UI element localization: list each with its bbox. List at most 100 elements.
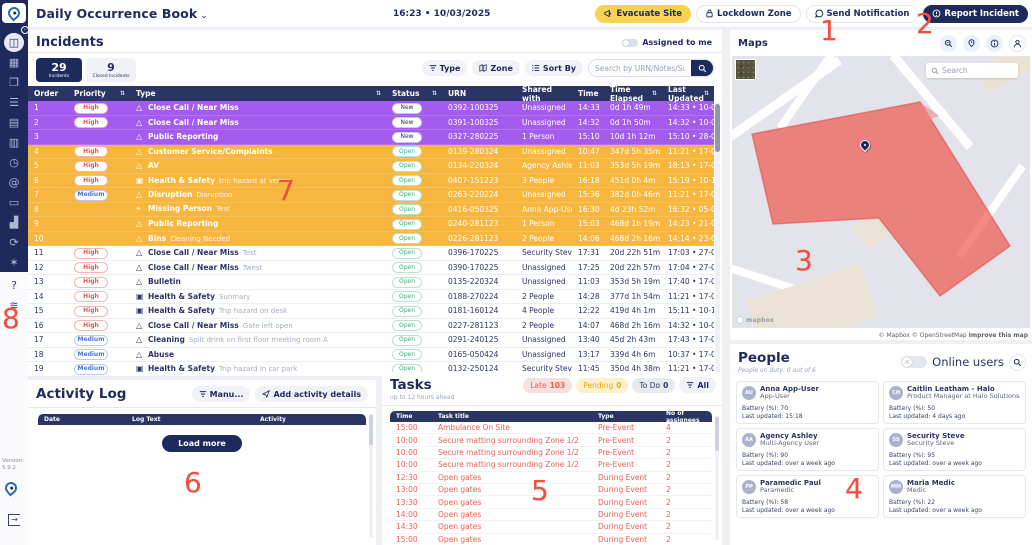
- clock-icon[interactable]: ◷: [9, 156, 19, 169]
- sort-icon[interactable]: ⇅: [375, 90, 381, 97]
- filter-zone-button[interactable]: Zone: [472, 60, 520, 76]
- activity-filter-button[interactable]: Manu...: [191, 386, 251, 402]
- report-incident-button[interactable]: Report Incident: [923, 4, 1028, 23]
- star-person-icon[interactable]: ✶: [9, 256, 19, 269]
- sort-icon[interactable]: ⇅: [119, 90, 125, 97]
- person-card[interactable]: AU Anna App-User App-User Battery (%): 7…: [736, 381, 879, 424]
- sort-by-button[interactable]: Sort By: [524, 60, 583, 76]
- incident-row[interactable]: 4 High △ Customer Service/Complaints Open…: [28, 144, 714, 159]
- tab-closed-incidents[interactable]: 9 Closed Incidents: [86, 58, 136, 82]
- incident-row[interactable]: 10 △ Bins Cleaning Needed Open 0226-281123…: [28, 231, 714, 246]
- mention-icon[interactable]: @: [8, 176, 20, 189]
- zone-polygon[interactable]: [732, 56, 1030, 328]
- col-time[interactable]: Time: [578, 89, 599, 98]
- col-type[interactable]: Type ⇅: [136, 89, 381, 98]
- evacuate-site-button[interactable]: Evacuate Site: [595, 4, 691, 23]
- col-time-elapsed[interactable]: Time Elapsed ⇅: [610, 84, 657, 103]
- sort-icon[interactable]: ⇅: [431, 90, 437, 97]
- person-card[interactable]: MM Maria Medic Medic Battery (%): 22 Las…: [883, 475, 1026, 518]
- incidents-scrollbar[interactable]: [715, 102, 720, 398]
- incident-row[interactable]: 7 Medium △ Disruption Disruption Open 0263…: [28, 188, 714, 203]
- pending-badge[interactable]: Pending 0: [576, 377, 629, 393]
- bar-chart-icon[interactable]: ▟: [9, 216, 19, 229]
- col-urn[interactable]: URN: [448, 89, 467, 98]
- mapbox-logo[interactable]: mapbox: [736, 316, 774, 324]
- sort-icon[interactable]: ⇅: [703, 90, 709, 97]
- task-row[interactable]: 13:30 Open gates During Event 2: [390, 496, 712, 509]
- lockdown-zone-button[interactable]: Lockdown Zone: [695, 4, 801, 23]
- col-priority[interactable]: Priority ⇅: [74, 89, 125, 98]
- task-row[interactable]: 12:30 Open gates During Event 2: [390, 472, 712, 484]
- incident-row[interactable]: 3 △ Public Reporting New 0327-280225 1 Pe…: [28, 130, 714, 145]
- activity-scrollbar[interactable]: [369, 414, 373, 538]
- id-card-icon[interactable]: ▭: [8, 196, 20, 209]
- improve-map-link[interactable]: Improve this map: [968, 332, 1028, 339]
- map-info-button[interactable]: [986, 34, 1003, 52]
- col-last-updated[interactable]: Last Updated ⇅: [668, 84, 709, 103]
- incident-row[interactable]: 12 High △ Close Call / Near Miss Twest Ope…: [28, 260, 714, 275]
- calendar-icon[interactable]: ▦: [8, 56, 20, 69]
- task-row[interactable]: 15:00 Open gates During Event 2: [390, 534, 712, 545]
- incidents-search-input[interactable]: [589, 60, 691, 76]
- satellite-preview[interactable]: [735, 59, 756, 80]
- incident-row[interactable]: 13 High △ Bulletin Open 0135-220324 Unass…: [28, 275, 714, 290]
- incident-row[interactable]: 1 High △ Close Call / Near Miss New 0392-…: [28, 101, 714, 116]
- incident-row[interactable]: 16 High △ Close Call / Near Miss Gate left…: [28, 318, 714, 333]
- person-card[interactable]: PP Paramedic Paul Paramedic Battery (%):…: [736, 475, 879, 518]
- map-zoom-search-button[interactable]: [940, 34, 957, 52]
- assigned-to-me-toggle[interactable]: [622, 38, 639, 47]
- map-location-button[interactable]: [963, 34, 980, 52]
- checklist-icon[interactable]: ☰: [9, 96, 19, 109]
- map-search-input[interactable]: [942, 66, 1012, 75]
- person-card[interactable]: CH Caitlin Leatham - Halo Product Manage…: [883, 381, 1026, 424]
- person-card[interactable]: AA Agency Ashley Multi-Agency User Batte…: [736, 428, 879, 471]
- task-row[interactable]: 10:00 Secure matting surrounding Zone 1/…: [390, 459, 712, 472]
- add-activity-details-button[interactable]: Add activity details: [255, 386, 368, 402]
- people-search-button[interactable]: [1009, 353, 1026, 371]
- library-icon[interactable]: ▥: [8, 136, 20, 149]
- col-order[interactable]: Order: [34, 89, 59, 98]
- book-icon[interactable]: ❐: [9, 76, 19, 89]
- tasks-scrollbar[interactable]: [715, 416, 719, 540]
- load-more-button[interactable]: Load more: [162, 435, 242, 452]
- task-row[interactable]: 14:00 Open gates During Event 2: [390, 509, 712, 522]
- dashboard-icon[interactable]: ◫: [4, 33, 24, 52]
- save-icon[interactable]: ▤: [8, 116, 20, 129]
- help-icon[interactable]: ?: [11, 278, 17, 292]
- incident-row[interactable]: 8 ⌖ Missing Person Test Open 0416-050325 A…: [28, 202, 714, 217]
- send-notification-button[interactable]: Send Notification: [805, 4, 919, 23]
- incident-row[interactable]: 2 High △ Close Call / Near Miss New 0391-…: [28, 115, 714, 130]
- incident-row[interactable]: 14 High ▣ Health & Safety Sunmary Open 018…: [28, 289, 714, 304]
- incident-row[interactable]: 9 △ Public Reporting Open 0240-281123 1 P…: [28, 217, 714, 232]
- search-button[interactable]: [691, 60, 713, 76]
- incident-row[interactable]: 6 High ▣ Health & Safety trip hazard at ve…: [28, 173, 714, 188]
- task-row[interactable]: 10:00 Secure matting surrounding Zone 1/…: [390, 434, 712, 447]
- halo-logo[interactable]: [2, 3, 26, 23]
- map-attribution[interactable]: © Mapbox © OpenStreetMap Improve this ma…: [878, 332, 1028, 339]
- todo-badge[interactable]: To Do 0: [632, 377, 676, 393]
- filter-type-button[interactable]: Type: [421, 60, 468, 76]
- col-status[interactable]: Status ⇅: [392, 89, 437, 98]
- sort-icon[interactable]: ⇅: [651, 90, 657, 97]
- sync-icon[interactable]: ⟳: [9, 236, 19, 249]
- feed-icon[interactable]: ≋: [9, 298, 19, 312]
- task-row[interactable]: 10:00 Secure matting surrounding Zone 1/…: [390, 447, 712, 460]
- tasks-filter-all-button[interactable]: All: [679, 377, 716, 393]
- incident-row[interactable]: 17 Medium △ Cleaning Spilt drink on first …: [28, 333, 714, 348]
- incident-row[interactable]: 5 High △ AV Open 0134-220324 Agency Ashle…: [28, 159, 714, 174]
- online-users-toggle[interactable]: ×: [901, 356, 928, 368]
- incident-row[interactable]: 15 High ▣ Health & Safety Trip hazard on d…: [28, 304, 714, 319]
- col-shared-with[interactable]: Shared with: [522, 84, 552, 103]
- task-row[interactable]: 15:00 Ambulance On Site Pre-Event 4: [390, 422, 712, 435]
- task-row[interactable]: 14:30 Open gates During Event 2: [390, 521, 712, 534]
- logout-icon[interactable]: →: [8, 514, 20, 526]
- tab-open-incidents[interactable]: 29 Incidents: [36, 58, 82, 82]
- incident-row[interactable]: 18 Medium △ Abuse Open 0165-050424 Unassi…: [28, 347, 714, 362]
- late-badge[interactable]: Late 103: [523, 377, 573, 393]
- person-card[interactable]: SS Security Steve Security Steve Battery…: [883, 428, 1026, 471]
- page-title[interactable]: Daily Occurrence Book ⌄: [36, 6, 208, 21]
- task-row[interactable]: 13:00 Open gates During Event 2: [390, 484, 712, 497]
- map-user-button[interactable]: [1009, 34, 1026, 52]
- incident-row[interactable]: 11 High △ Close Call / Near Miss Test Open…: [28, 246, 714, 261]
- map-canvas[interactable]: mapbox: [732, 56, 1030, 328]
